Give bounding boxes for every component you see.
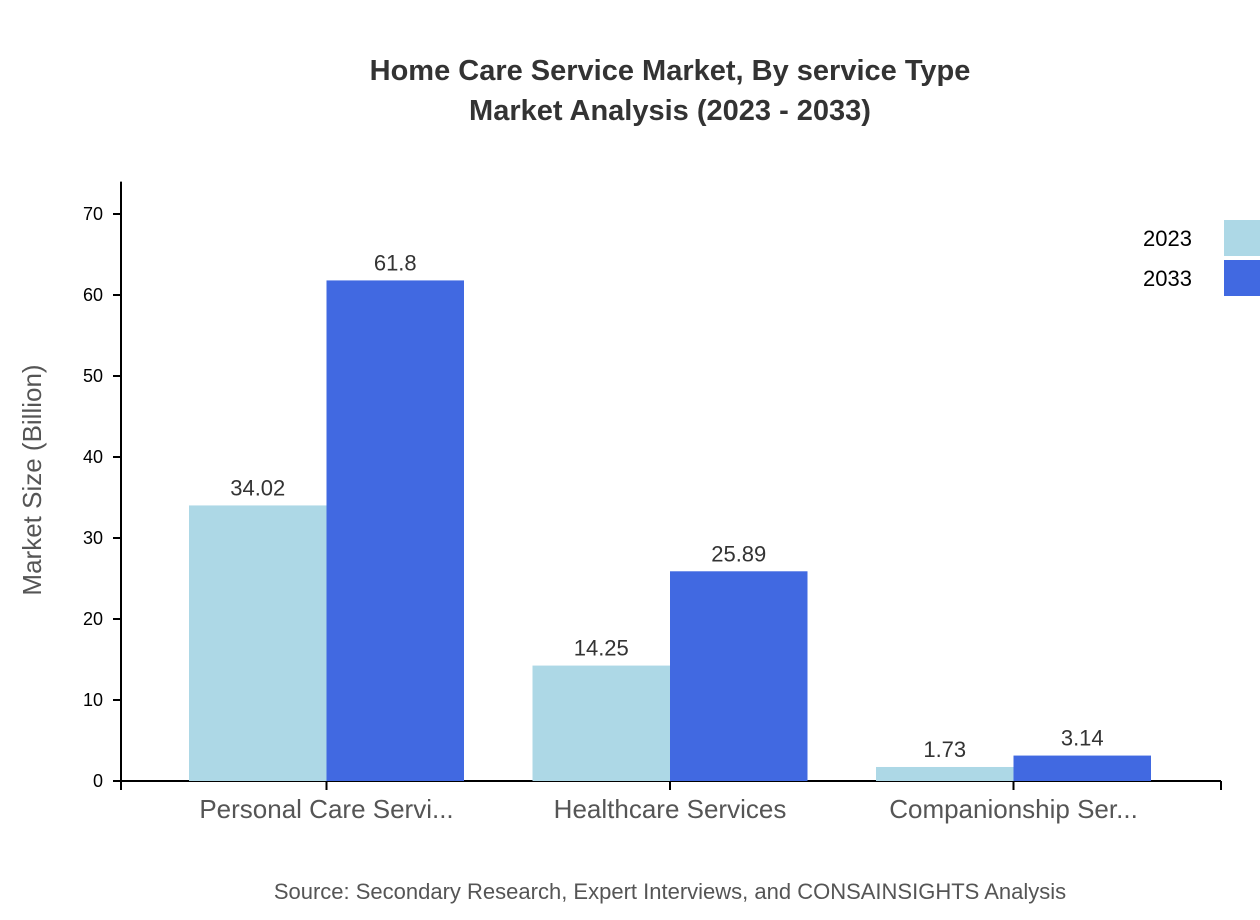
data-label: 34.02: [230, 475, 285, 500]
bar-2023: [532, 665, 670, 781]
x-tick-label: Companionship Ser...: [889, 794, 1138, 824]
x-tick-label: Personal Care Servi...: [199, 794, 453, 824]
y-tick-label: 10: [83, 690, 103, 710]
y-tick-label: 70: [83, 204, 103, 224]
legend-label: 2033: [1143, 266, 1192, 291]
y-axis-label: Market Size (Billion): [17, 364, 47, 595]
y-tick-label: 40: [83, 447, 103, 467]
bar-2023: [876, 766, 1014, 781]
bar-2033: [326, 280, 464, 781]
data-label: 3.14: [1061, 726, 1104, 751]
source-note: Source: Secondary Research, Expert Inter…: [274, 879, 1066, 904]
chart-title: Home Care Service Market, By service Typ…: [370, 55, 971, 87]
data-label: 25.89: [711, 541, 766, 566]
y-tick-label: 20: [83, 609, 103, 629]
bar-2033: [1013, 755, 1151, 781]
legend-label: 2023: [1143, 226, 1192, 251]
y-tick-label: 50: [83, 366, 103, 386]
data-label: 61.8: [374, 250, 417, 275]
legend-swatch: [1224, 260, 1260, 296]
data-label: 1.73: [923, 737, 966, 762]
data-label: 14.25: [574, 636, 629, 661]
y-tick-label: 30: [83, 528, 103, 548]
legend-swatch: [1224, 220, 1260, 256]
chart-subtitle: Market Analysis (2023 - 2033): [469, 95, 871, 127]
bar-2023: [189, 505, 327, 781]
y-tick-label: 0: [93, 771, 103, 791]
y-tick-label: 60: [83, 285, 103, 305]
x-tick-label: Healthcare Services: [554, 794, 787, 824]
bar-2033: [670, 571, 808, 781]
